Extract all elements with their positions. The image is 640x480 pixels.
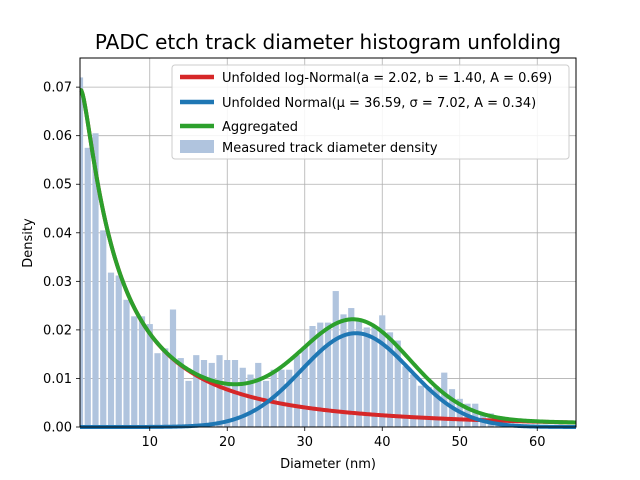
histogram-bar [239, 367, 246, 427]
histogram-bar [107, 272, 115, 427]
histogram-bar [200, 359, 208, 427]
histogram-bar [394, 340, 401, 427]
histogram-bar [185, 380, 192, 427]
histogram-bar [154, 353, 161, 427]
y-tick-label: 0.06 [43, 129, 72, 144]
histogram-bar [309, 326, 316, 427]
histogram-bar [472, 403, 479, 427]
histogram-bar [332, 291, 339, 427]
histogram-bar [402, 366, 409, 427]
legend-label-lognormal: Unfolded log-Normal(a = 2.02, b = 1.40, … [222, 71, 552, 86]
x-axis-label: Diameter (nm) [280, 457, 376, 472]
histogram-bar [355, 321, 363, 427]
histogram-bar [433, 387, 440, 427]
y-tick-label: 0.04 [43, 226, 72, 241]
histogram-bar [115, 275, 122, 427]
chart-title: PADC etch track diameter histogram unfol… [95, 30, 561, 54]
y-axis: 0.00 0.01 0.02 0.03 0.04 0.05 0.06 0.07 [43, 81, 80, 436]
curve-sum [79, 87, 577, 425]
histogram-bar [371, 327, 378, 427]
histogram-bar [247, 374, 254, 427]
histogram-bar [224, 359, 231, 427]
histogram-bar [286, 369, 293, 427]
histogram-bar [131, 316, 138, 427]
legend-label-aggregated: Aggregated [222, 120, 298, 135]
histogram-bar [177, 358, 184, 427]
legend-swatch-histogram [180, 140, 214, 153]
y-tick-label: 0.07 [43, 81, 72, 96]
y-tick-label: 0.02 [43, 323, 72, 338]
histogram-bar [278, 369, 285, 427]
histogram-bar [162, 348, 169, 427]
x-tick-label: 40 [374, 435, 391, 450]
histogram-bar [324, 322, 332, 427]
histogram-bar [301, 346, 308, 427]
histogram-bar [146, 324, 153, 427]
y-tick-label: 0.05 [43, 178, 72, 193]
x-tick-label: 30 [296, 435, 313, 450]
histogram-bar [410, 374, 417, 427]
histogram-bar [255, 362, 262, 427]
x-axis: 10 20 30 40 50 60 [141, 427, 546, 450]
histogram-bar [340, 314, 347, 427]
histogram-bar [417, 385, 425, 427]
histogram-bar [208, 362, 215, 427]
x-tick-label: 10 [141, 435, 158, 450]
legend-label-histogram: Measured track diameter density [222, 141, 438, 156]
histogram-bar [348, 308, 355, 427]
histogram-bar [169, 309, 177, 427]
histogram-bar [363, 327, 370, 427]
histogram-bar [123, 299, 130, 427]
y-tick-label: 0.03 [43, 275, 72, 290]
x-tick-label: 50 [451, 435, 468, 450]
histogram-bar [317, 322, 324, 427]
legend-label-normal: Unfolded Normal(μ = 36.59, σ = 7.02, A =… [222, 96, 536, 111]
histogram-bar [216, 355, 223, 427]
histogram-bar [100, 230, 107, 427]
legend: Unfolded log-Normal(a = 2.02, b = 1.40, … [171, 64, 570, 160]
y-tick-label: 0.01 [43, 372, 72, 387]
histogram-bar [80, 77, 84, 427]
histogram-bar [379, 315, 386, 427]
histogram-bar [425, 387, 432, 427]
histogram-bar [84, 147, 91, 427]
histogram-bar [193, 355, 200, 427]
x-tick-label: 60 [529, 435, 546, 450]
y-axis-label: Density [21, 218, 36, 268]
y-tick-label: 0.00 [43, 421, 72, 436]
histogram-bar [138, 316, 146, 427]
x-tick-label: 20 [219, 435, 236, 450]
histogram-bar [386, 332, 394, 427]
histogram-bar [92, 133, 99, 427]
histogram-bar [293, 355, 301, 427]
